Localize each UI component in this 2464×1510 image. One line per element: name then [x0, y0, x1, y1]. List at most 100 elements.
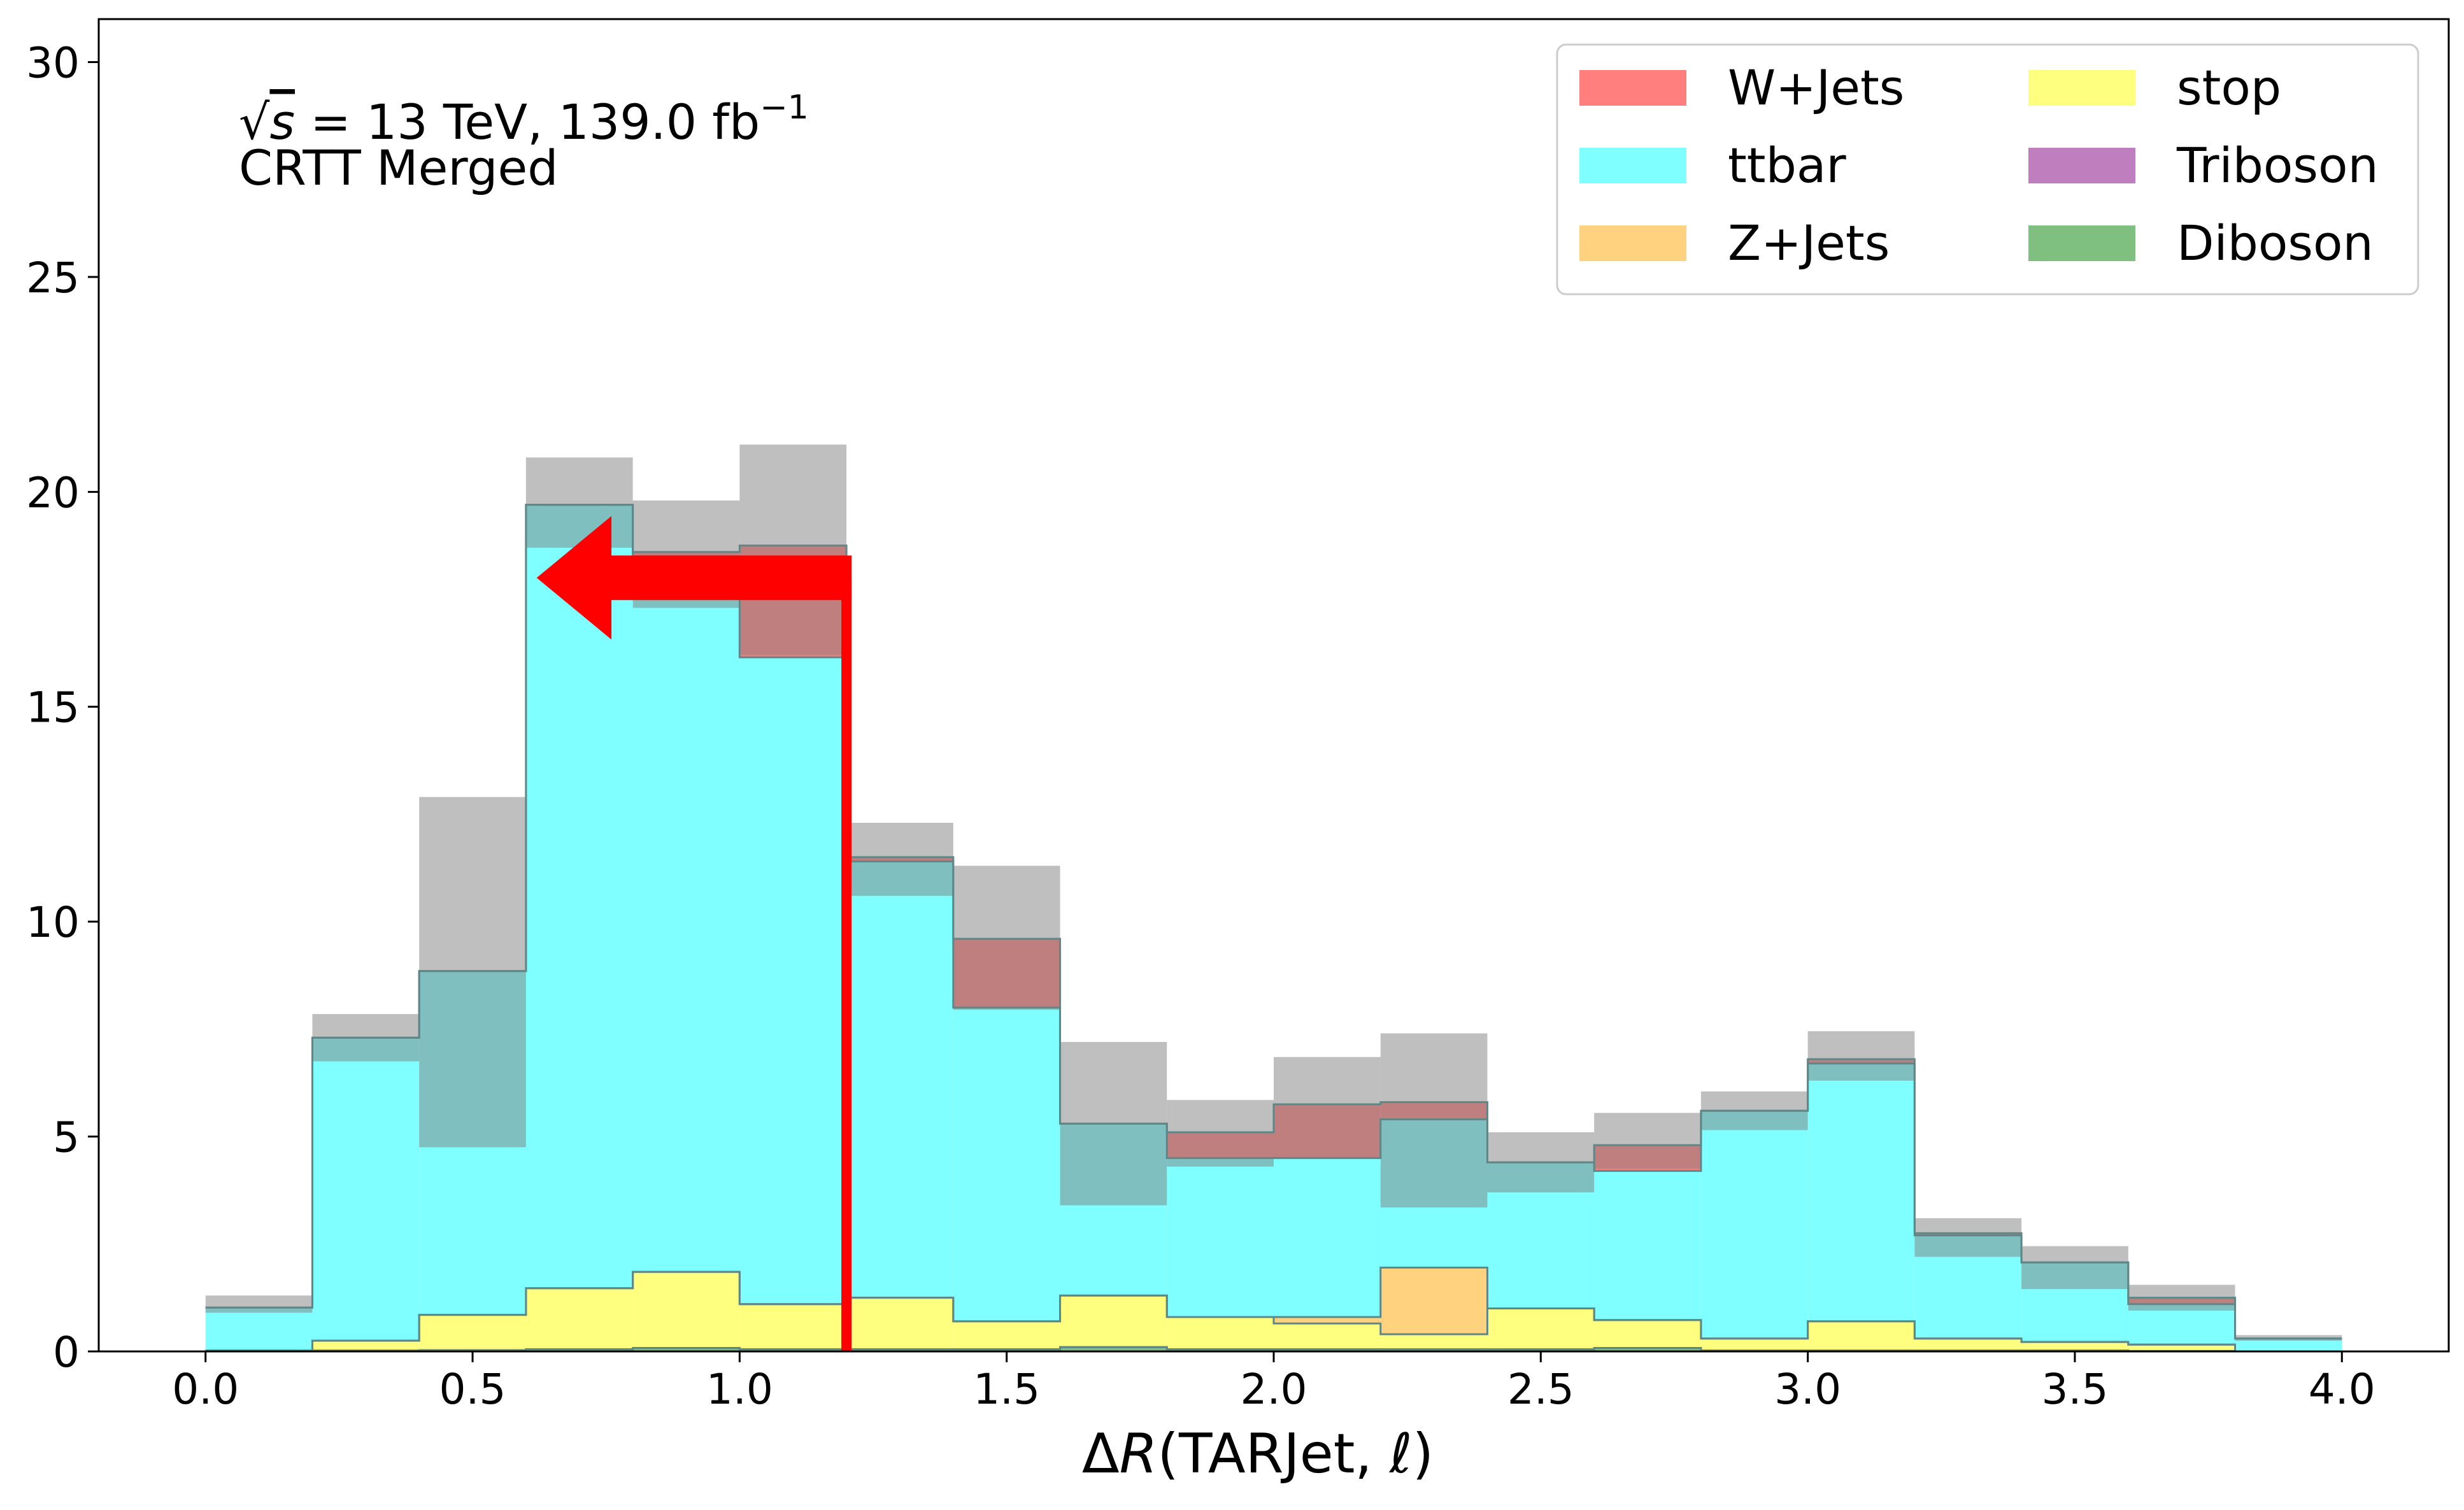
x-tick-label: 3.0	[1774, 1365, 1841, 1414]
bar-ttbar-bin-5	[739, 657, 847, 1304]
bar-z-jets-bin-10	[1274, 1317, 1381, 1324]
cut-arrow	[536, 516, 852, 640]
legend-swatch-stop	[2028, 70, 2135, 106]
bar-ttbar-bin-10	[1274, 1158, 1381, 1318]
lumi-exponent: −1	[760, 89, 809, 127]
x-tick-label: 2.5	[1507, 1365, 1574, 1414]
uncertainty-band	[205, 445, 2342, 1341]
bar-ttbar-bin-7	[953, 1008, 1060, 1321]
bar-stop-bin-1	[312, 1341, 420, 1351]
legend-label-stop: stop	[2177, 59, 2281, 116]
y-tick-label: 10	[26, 898, 80, 947]
legend-swatch-diboson	[2028, 225, 2135, 261]
bar-ttbar-bin-3	[525, 504, 633, 1288]
cut-indicator	[536, 516, 852, 1351]
energy-lumi-annotation: √s = 13 TeV, 139.0 fb−1	[239, 89, 809, 150]
y-tick-label: 15	[26, 683, 80, 732]
bar-diboson-bin-7	[953, 1349, 1060, 1351]
legend-label-diboson: Diboson	[2177, 215, 2374, 271]
legend-swatch-z-jets	[1579, 225, 1686, 261]
x-axis-label: ΔR(TARJet, ℓ)	[1082, 1422, 1434, 1486]
axes: 0.0 0.5 1.0 1.5 2.0 2.5 3.0 3.5 4.0 0 5 10 15 20 25 30	[26, 38, 2375, 1414]
bar-stop-bin-11	[1380, 1334, 1488, 1350]
uncertainty-bin-2	[419, 797, 526, 1148]
bar-stop-bin-15	[1807, 1321, 1915, 1351]
x-tick-label: 1.0	[706, 1365, 773, 1414]
uncertainty-bin-11	[1380, 1033, 1488, 1207]
y-tick-label: 0	[53, 1328, 80, 1377]
bar-stop-bin-7	[953, 1321, 1060, 1350]
legend-label-triboson: Triboson	[2176, 137, 2379, 194]
uncertainty-bin-5	[739, 445, 847, 655]
bar-diboson-bin-4	[632, 1348, 740, 1351]
uncertainty-bin-16	[1914, 1218, 2022, 1257]
bar-ttbar-bin-0	[205, 1307, 313, 1351]
x-tick-label: 1.5	[973, 1365, 1040, 1414]
uncertainty-bin-6	[846, 822, 953, 896]
bar-stop-bin-2	[419, 1314, 526, 1350]
bar-stop-bin-8	[1060, 1295, 1167, 1348]
bar-stop-bin-18	[2128, 1344, 2235, 1351]
bar-stop-bin-16	[1914, 1338, 2022, 1351]
legend-frame	[1556, 43, 2419, 296]
bar-ttbar-bin-4	[632, 556, 740, 1272]
uncertainty-bin-9	[1167, 1100, 1274, 1167]
legend: W+Jets ttbar Z+Jets stop Triboson Diboson	[1556, 43, 2419, 296]
legend-label-w-jets: W+Jets	[1728, 59, 1904, 116]
uncertainty-bin-15	[1807, 1031, 1915, 1081]
y-tick-label: 20	[26, 468, 80, 517]
bar-stop-bin-17	[2021, 1342, 2128, 1351]
bar-ttbar-bin-14	[1700, 1111, 1808, 1339]
bar-diboson-bin-9	[1167, 1349, 1274, 1351]
bar-stop-bin-3	[525, 1288, 633, 1350]
bar-diboson-bin-8	[1060, 1347, 1167, 1351]
bar-stop-bin-5	[739, 1304, 847, 1350]
bar-diboson-bin-6	[846, 1349, 953, 1351]
x-tick-label: 4.0	[2309, 1365, 2375, 1414]
outline-w-jets	[205, 504, 2342, 1340]
legend-swatch-w-jets	[1579, 70, 1686, 106]
uncertainty-bin-13	[1594, 1113, 1701, 1169]
x-tick-label: 3.5	[2041, 1365, 2108, 1414]
bar-ttbar-bin-19	[2235, 1338, 2342, 1351]
bar-ttbar-bin-18	[2128, 1304, 2235, 1345]
outline-z-jets	[205, 1266, 2342, 1353]
uncertainty-bin-17	[2021, 1246, 2128, 1290]
bar-stop-bin-9	[1167, 1317, 1274, 1350]
uncertainty-bin-0	[205, 1295, 313, 1313]
bar-diboson-bin-12	[1487, 1349, 1595, 1351]
bar-ttbar-bin-9	[1167, 1158, 1274, 1318]
bar-diboson-bin-11	[1380, 1349, 1488, 1351]
x-tick-label: 0.0	[172, 1365, 239, 1414]
bar-stop-bin-6	[846, 1297, 953, 1350]
legend-label-z-jets: Z+Jets	[1728, 215, 1890, 271]
s-symbol: s	[269, 94, 295, 150]
y-tick-label: 25	[26, 253, 80, 303]
x-tick-label: 0.5	[439, 1365, 506, 1414]
bar-stop-bin-14	[1700, 1338, 1808, 1351]
bar-ttbar-bin-15	[1807, 1063, 1915, 1321]
uncertainty-bin-7	[953, 865, 1060, 1010]
y-tick-label: 30	[26, 38, 80, 87]
energy-lumi-text: = 13 TeV, 139.0 fb	[295, 94, 760, 150]
bar-diboson-bin-13	[1594, 1348, 1701, 1351]
bar-ttbar-bin-1	[312, 1037, 420, 1341]
sqrt-symbol: √	[239, 94, 270, 150]
legend-label-ttbar: ttbar	[1728, 137, 1846, 194]
bar-stop-bin-4	[632, 1272, 740, 1348]
bar-stop-bin-13	[1594, 1320, 1701, 1348]
uncertainty-bin-3	[525, 457, 633, 548]
bar-ttbar-bin-6	[846, 861, 953, 1298]
bar-ttbar-bin-13	[1594, 1171, 1701, 1320]
x-tick-label: 2.0	[1241, 1365, 1307, 1414]
bar-diboson-bin-5	[739, 1349, 847, 1351]
bar-z-jets-bin-11	[1380, 1267, 1488, 1335]
bar-stop-bin-12	[1487, 1308, 1595, 1350]
y-tick-label: 5	[53, 1113, 80, 1162]
region-annotation: CRTT Merged	[239, 139, 559, 196]
legend-swatch-triboson	[2028, 148, 2135, 183]
bar-diboson-bin-3	[525, 1349, 633, 1351]
uncertainty-bin-10	[1274, 1057, 1381, 1158]
